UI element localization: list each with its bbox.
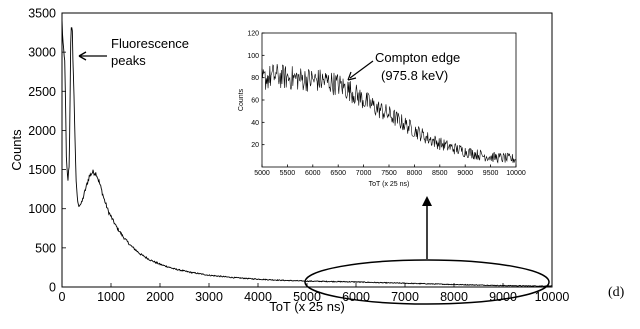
main-y-tick-label: 0	[49, 281, 56, 295]
main-x-axis-label: ToT (x 25 ns)	[269, 299, 345, 314]
main-x-tick-label: 4000	[244, 290, 272, 304]
main-y-tick-label: 2500	[28, 85, 56, 99]
inset-x-tick-label: 9000	[457, 170, 473, 177]
inset-y-tick-label: 120	[247, 31, 259, 38]
zoom-arrowhead	[422, 196, 432, 206]
main-y-tick-label: 1000	[28, 202, 56, 216]
fluorescence-annotation-line2: peaks	[111, 53, 146, 68]
inset-x-tick-label: 9500	[483, 170, 499, 177]
main-x-tick-label: 7000	[391, 290, 419, 304]
main-x-tick-label: 1000	[97, 290, 125, 304]
inset-ticks	[261, 32, 517, 167]
inset-y-tick-label: 60	[251, 98, 259, 105]
main-y-tick-label: 1500	[28, 163, 56, 177]
main-y-tick-label: 3000	[28, 46, 56, 60]
inset-x-axis-label: ToT (x 25 ns)	[369, 181, 410, 188]
inset-x-tick-label: 5500	[280, 170, 296, 177]
main-x-tick-label: 2000	[146, 290, 174, 304]
inset-tick-labels: 5000 5500 6000 6500 7000 7500 8000 8500 9000 9500…	[247, 31, 526, 178]
main-x-tick-label: 6000	[342, 290, 370, 304]
inset-x-tick-label: 10000	[506, 170, 526, 177]
compton-annotation-line2: (975.8 keV)	[381, 68, 448, 83]
compton-arrowhead	[347, 71, 357, 81]
inset-x-tick-label: 7000	[356, 170, 372, 177]
inset-y-tick-label: 100	[247, 53, 259, 60]
compton-annotation-line1: Compton edge	[375, 50, 460, 65]
main-y-tick-label: 500	[35, 241, 56, 255]
main-x-tick-label: 5000	[293, 290, 321, 304]
inset-series-line	[261, 64, 517, 164]
inset-y-tick-label: 40	[251, 120, 259, 127]
fluorescence-arrowhead	[78, 51, 87, 61]
main-y-tick-label: 3500	[28, 7, 56, 21]
inset-y-axis-label: Counts	[238, 88, 245, 111]
main-x-tick-label: 0	[59, 290, 66, 304]
inset-x-tick-label: 8000	[407, 170, 423, 177]
main-x-tick-label: 8000	[440, 290, 468, 304]
main-ticks	[61, 12, 553, 288]
fluorescence-annotation-line1: Fluorescence	[111, 36, 189, 51]
inset-x-tick-label: 5000	[254, 170, 270, 177]
inset-x-tick-label: 7500	[381, 170, 397, 177]
inset-x-tick-label: 8500	[432, 170, 448, 177]
compton-arrow	[349, 60, 374, 79]
main-x-tick-label: 3000	[195, 290, 223, 304]
main-y-axis-label: Counts	[9, 129, 24, 171]
main-x-tick-label: 10000	[535, 290, 570, 304]
main-y-tick-label: 2000	[28, 124, 56, 138]
panel-label: (d)	[608, 285, 625, 300]
inset-plot-frame	[261, 32, 517, 168]
inset-x-tick-label: 6500	[330, 170, 346, 177]
inset-y-tick-label: 20	[251, 142, 259, 149]
zoom-region-ellipse	[304, 259, 550, 305]
inset-y-tick-label: 80	[251, 75, 259, 82]
main-series-line	[61, 19, 553, 287]
inset-x-tick-label: 6000	[305, 170, 321, 177]
